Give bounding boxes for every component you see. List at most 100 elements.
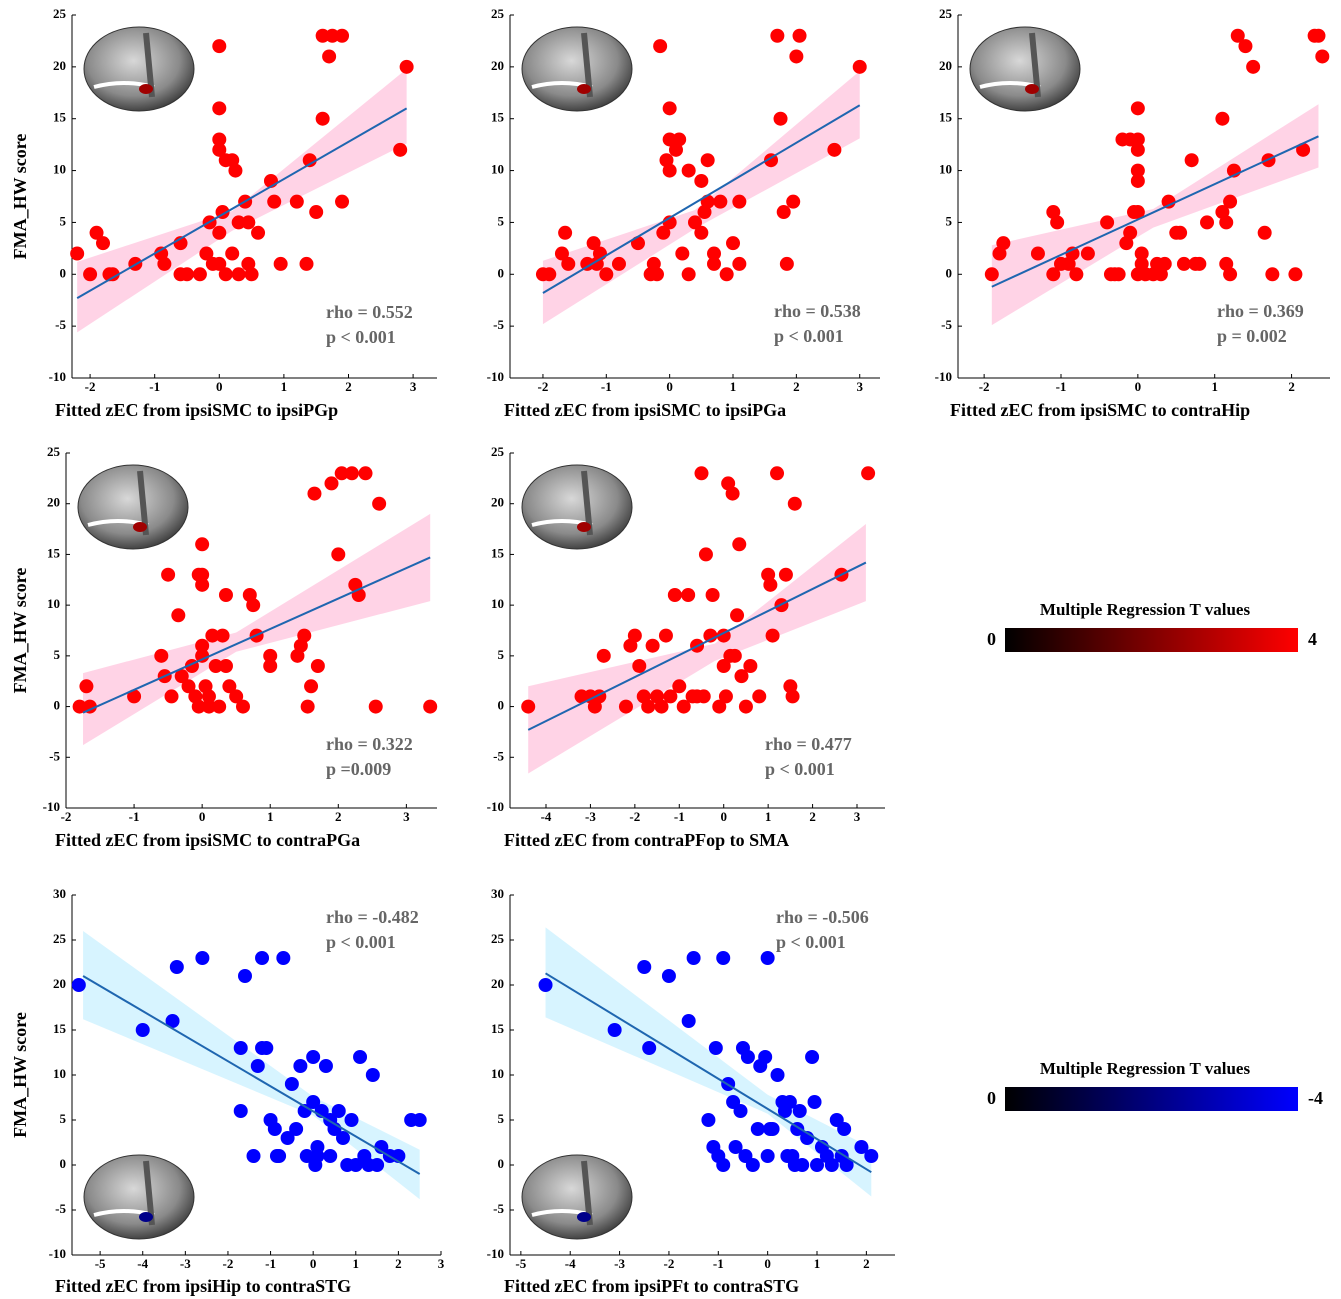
fit-line — [82, 556, 431, 714]
data-point — [365, 1068, 380, 1082]
data-point — [267, 194, 282, 209]
data-point — [630, 236, 645, 251]
data-point — [293, 1059, 308, 1073]
data-point — [191, 699, 206, 714]
y-tick-label: 15 — [47, 545, 61, 560]
y-tick-label: -10 — [43, 799, 60, 814]
x-tick-label: 2 — [1288, 379, 1295, 394]
x-tick-label: 2 — [335, 809, 342, 824]
x-tick-label: -1 — [713, 1256, 724, 1271]
data-point — [195, 648, 210, 663]
data-point — [1050, 215, 1065, 230]
data-point — [745, 1158, 760, 1172]
data-point — [212, 225, 227, 240]
data-point — [212, 699, 227, 714]
y-tick-label: 15 — [491, 110, 505, 125]
data-point — [423, 699, 438, 714]
data-point — [1130, 205, 1145, 220]
colorbar-tick-label: -4 — [1308, 1088, 1323, 1108]
x-tick-label: 1 — [281, 379, 288, 394]
data-point — [690, 689, 705, 704]
x-tick-label: -1 — [601, 379, 612, 394]
data-point — [171, 608, 186, 623]
data-point — [642, 1041, 657, 1055]
data-point — [1184, 153, 1199, 168]
annotation: p < 0.001 — [326, 327, 396, 347]
data-point — [318, 1059, 333, 1073]
x-tick-label: 1 — [267, 809, 274, 824]
data-point — [688, 215, 702, 230]
y-tick-label: -5 — [493, 1201, 504, 1216]
data-point — [765, 1122, 780, 1136]
data-point — [161, 567, 176, 582]
annotation: p < 0.001 — [774, 326, 844, 346]
data-point — [229, 689, 244, 704]
data-point — [701, 1113, 716, 1127]
data-point — [300, 699, 315, 714]
data-point — [412, 1113, 427, 1127]
y-tick-label: -5 — [493, 748, 504, 763]
data-point — [656, 225, 671, 240]
data-point — [358, 466, 373, 481]
data-point — [70, 246, 85, 261]
annotation: rho = -0.506 — [776, 907, 869, 927]
brain-region — [139, 1212, 153, 1222]
data-point — [331, 547, 346, 562]
data-point — [734, 669, 749, 684]
x-tick-label: -2 — [629, 809, 640, 824]
x-tick-label: -1 — [149, 379, 160, 394]
data-point — [725, 486, 740, 501]
data-point — [272, 1149, 287, 1163]
data-point — [996, 236, 1011, 251]
data-point — [661, 969, 676, 983]
data-point — [805, 1050, 820, 1064]
data-point — [760, 951, 775, 965]
y-tick-label: -5 — [49, 748, 60, 763]
data-point — [1288, 267, 1303, 282]
data-point — [663, 689, 678, 704]
brain-icon — [521, 464, 633, 550]
data-point — [195, 951, 210, 965]
y-tick-label: 10 — [491, 596, 504, 611]
data-point — [195, 537, 210, 552]
data-point — [231, 215, 246, 230]
data-point — [1161, 194, 1176, 209]
data-point — [861, 466, 876, 481]
x-axis-title: Fitted zEC from ipsiHip to contraSTG — [55, 1276, 351, 1296]
x-tick-label: -1 — [1056, 379, 1067, 394]
data-point — [864, 1149, 879, 1163]
y-tick-label: 25 — [491, 931, 505, 946]
data-point — [201, 699, 216, 714]
data-point — [728, 1140, 743, 1154]
data-point — [299, 256, 314, 271]
x-axis-title: Fitted zEC from ipsiSMC to ipsiPGa — [504, 400, 786, 420]
data-point — [1219, 215, 1234, 230]
data-point — [344, 466, 359, 481]
y-tick-label: 10 — [939, 162, 952, 177]
data-point — [246, 598, 261, 613]
y-tick-label: 10 — [53, 162, 66, 177]
annotation: p < 0.001 — [776, 932, 846, 952]
x-tick-label: 2 — [863, 1256, 870, 1271]
y-tick-label: 5 — [498, 213, 505, 228]
x-tick-label: -4 — [541, 809, 552, 824]
x-axis-title: Fitted zEC from ipsiPFt to contraSTG — [504, 1276, 799, 1296]
data-point — [676, 699, 691, 714]
data-point — [618, 699, 633, 714]
y-tick-label: 10 — [53, 1066, 66, 1081]
annotation: p =0.009 — [326, 759, 391, 779]
data-point — [1230, 28, 1245, 43]
y-tick-label: 0 — [54, 698, 61, 713]
x-tick-label: 0 — [310, 1256, 317, 1271]
x-tick-label: 1 — [1211, 379, 1218, 394]
data-point — [1046, 267, 1061, 282]
y-tick-label: -10 — [487, 369, 504, 384]
data-point — [712, 699, 727, 714]
data-point — [743, 659, 758, 673]
data-point — [1176, 256, 1191, 271]
data-point — [309, 205, 324, 220]
data-point — [752, 689, 767, 704]
y-tick-label: 25 — [939, 6, 953, 21]
